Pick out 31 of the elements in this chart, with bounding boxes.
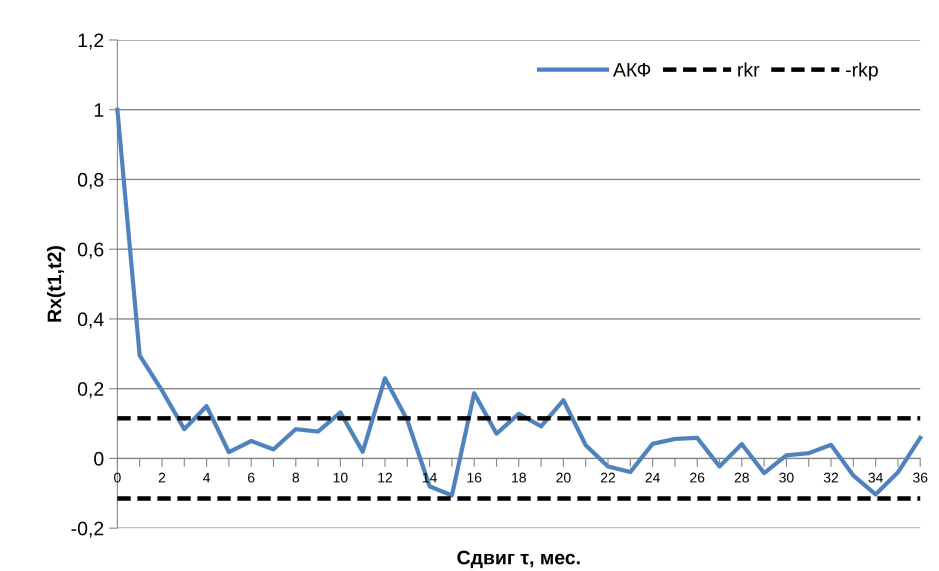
y-tick-label: -0,2: [72, 522, 104, 538]
legend-label: rkr: [738, 62, 760, 76]
y-tick-label: 0,8: [78, 172, 104, 189]
x-tick-label: 2: [158, 472, 166, 482]
y-tick-label: 0,6: [78, 242, 104, 259]
x-tick-label: 32: [824, 472, 838, 483]
x-tick-label: 16: [468, 472, 482, 483]
y-tick-label: 0,2: [78, 382, 104, 398]
x-tick-label: 36: [913, 472, 928, 483]
x-tick-label: 12: [378, 472, 392, 482]
x-tick-label: 28: [734, 472, 749, 483]
legend-label: АКФ: [612, 62, 650, 77]
x-tick-label: 4: [203, 472, 210, 482]
x-tick-label: 26: [690, 472, 704, 483]
x-tick-label: 18: [512, 472, 526, 483]
x-tick-label: 10: [334, 472, 348, 483]
x-tick-label: 6: [248, 472, 254, 483]
x-axis-title: Сдвиг τ, мес.: [457, 550, 580, 568]
y-axis-title: Rx(t1,t2): [46, 246, 66, 322]
x-tick-label: 8: [292, 472, 300, 483]
y-tick-label: 0,4: [78, 312, 104, 328]
x-tick-label: 0: [114, 472, 121, 483]
y-tick-label: 0: [94, 452, 104, 466]
x-tick-label: 34: [868, 472, 883, 483]
x-tick-label: 24: [646, 472, 660, 482]
x-tick-label: 22: [600, 472, 616, 482]
y-tick-label: 1: [94, 103, 104, 117]
y-tick-label: 1,2: [78, 33, 104, 50]
legend-label: -rkp: [846, 62, 878, 80]
x-tick-label: 20: [556, 472, 571, 483]
x-tick-label: 30: [779, 472, 794, 483]
